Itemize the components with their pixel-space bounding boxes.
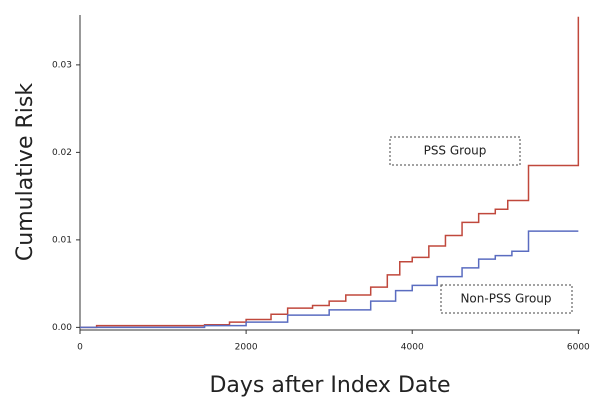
y-tick-label: 0.01 [52,235,72,245]
annotation-box [389,136,521,166]
y-axis-title: Cumulative Risk [13,83,38,261]
series-line [80,230,579,329]
series-line [80,16,580,329]
x-tick-label: 6000 [567,343,590,353]
y-tick-label: 0.02 [52,148,72,158]
annotation: PSS Group [424,144,487,158]
x-tick-label: 4000 [401,343,424,353]
y-tick-label: 0.00 [52,323,72,333]
x-tick-label: 2000 [235,343,258,353]
y-tick-label: 0.03 [52,60,72,70]
annotation-box [440,284,573,314]
x-tick-label: 0 [77,343,83,353]
annotation: Non-PSS Group [460,292,551,306]
x-axis-title: Days after Index Date [209,373,450,398]
